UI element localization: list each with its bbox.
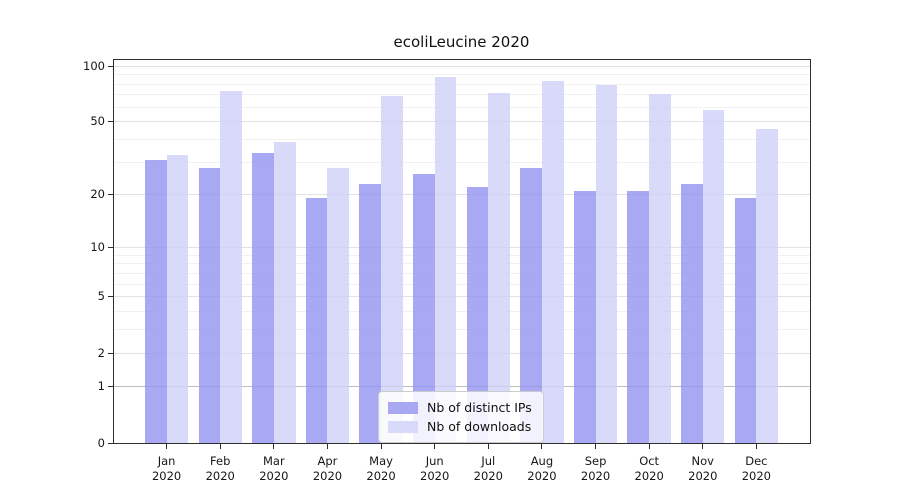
bar-aug-downloads: [541, 81, 564, 443]
x-tick-mark: [541, 444, 543, 449]
y-tick-label: 5: [97, 289, 105, 304]
y-tick-mark: [108, 385, 113, 387]
legend-swatch-distinct-ips: [388, 401, 418, 414]
x-tick-mark: [648, 444, 650, 449]
bar-feb-distinct-ips: [198, 168, 221, 443]
minor-gridline: [114, 283, 810, 285]
minor-gridline: [114, 311, 810, 313]
chart-title: ecoliLeucine 2020: [393, 33, 530, 51]
x-tick-label-may: May 2020: [366, 454, 396, 484]
bar-apr-downloads: [327, 168, 350, 443]
legend-item-distinct-ips: Nb of distinct IPs: [388, 398, 534, 417]
x-tick-mark: [380, 444, 382, 449]
y-tick-mark: [108, 65, 113, 67]
minor-gridline: [114, 94, 810, 96]
bar-jun-downloads: [434, 77, 457, 443]
y-tick-mark: [108, 442, 113, 444]
major-gridline: [114, 296, 810, 298]
x-tick-label-jan: Jan 2020: [151, 454, 182, 484]
major-gridline: [114, 246, 810, 248]
major-gridline: [114, 352, 810, 354]
legend-swatch-downloads: [388, 420, 418, 433]
y-tick-label: 0: [97, 435, 105, 450]
bar-oct-downloads: [649, 93, 671, 443]
bar-mar-downloads: [273, 141, 296, 443]
major-gridline: [114, 121, 810, 123]
x-tick-label-apr: Apr 2020: [312, 454, 343, 484]
minor-gridline: [114, 272, 810, 274]
bar-jun-distinct-ips: [412, 173, 435, 443]
bar-sep-distinct-ips: [573, 190, 596, 443]
x-tick-label-aug: Aug 2020: [527, 454, 557, 484]
bar-apr-distinct-ips: [305, 198, 328, 443]
minor-gridline: [114, 83, 810, 85]
x-tick-label-nov: Nov 2020: [688, 454, 718, 484]
y-tick-label: 50: [90, 114, 105, 129]
major-gridline: [114, 193, 810, 195]
bar-may-downloads: [381, 96, 403, 443]
y-tick-mark: [108, 352, 113, 354]
x-tick-label-mar: Mar 2020: [259, 454, 289, 484]
y-tick-mark: [108, 193, 113, 195]
bar-jul-downloads: [488, 92, 510, 443]
minor-gridline: [114, 254, 810, 256]
y-tick-mark: [108, 296, 113, 298]
y-tick-mark: [108, 121, 113, 123]
major-gridline: [114, 385, 810, 387]
x-tick-mark: [595, 444, 597, 449]
bar-jan-distinct-ips: [144, 160, 167, 443]
y-tick-label: 2: [97, 345, 105, 360]
major-gridline: [114, 65, 810, 67]
y-tick-label: 10: [90, 239, 105, 254]
minor-gridline: [114, 139, 810, 141]
legend-item-downloads: Nb of downloads: [388, 417, 534, 436]
minor-gridline: [114, 162, 810, 164]
bar-may-distinct-ips: [359, 183, 382, 443]
minor-gridline: [114, 329, 810, 331]
bar-oct-distinct-ips: [627, 190, 650, 443]
bar-feb-downloads: [220, 90, 242, 443]
minor-gridline: [114, 74, 810, 76]
legend-label-distinct-ips: Nb of distinct IPs: [427, 400, 532, 415]
minor-gridline: [114, 263, 810, 265]
x-tick-label-feb: Feb 2020: [205, 454, 235, 484]
y-tick-mark: [108, 246, 113, 248]
x-tick-label-dec: Dec 2020: [741, 454, 772, 484]
bar-nov-downloads: [702, 110, 725, 443]
bar-sep-downloads: [595, 85, 618, 443]
x-tick-mark: [487, 444, 489, 449]
x-tick-mark: [326, 444, 328, 449]
x-tick-label-sep: Sep 2020: [580, 454, 611, 484]
x-tick-mark: [219, 444, 221, 449]
legend: Nb of distinct IPs Nb of downloads: [378, 391, 544, 443]
x-tick-mark: [702, 444, 704, 449]
bar-dec-downloads: [756, 128, 779, 443]
bar-nov-distinct-ips: [681, 183, 703, 443]
bar-aug-distinct-ips: [520, 168, 542, 443]
x-tick-label-jun: Jun 2020: [420, 454, 450, 484]
minor-gridline: [114, 106, 810, 108]
x-tick-mark: [273, 444, 275, 449]
x-tick-mark: [434, 444, 436, 449]
x-tick-mark: [755, 444, 757, 449]
x-tick-mark: [166, 444, 168, 449]
bar-dec-distinct-ips: [734, 198, 757, 443]
bar-jul-distinct-ips: [466, 187, 489, 443]
x-tick-label-oct: Oct 2020: [634, 454, 664, 484]
bar-mar-distinct-ips: [252, 152, 274, 443]
x-tick-label-jul: Jul 2020: [473, 454, 503, 484]
y-tick-label: 20: [90, 186, 105, 201]
legend-label-downloads: Nb of downloads: [427, 419, 532, 434]
bar-jan-downloads: [166, 155, 189, 443]
y-tick-label: 100: [83, 58, 105, 73]
y-tick-label: 1: [97, 378, 105, 393]
